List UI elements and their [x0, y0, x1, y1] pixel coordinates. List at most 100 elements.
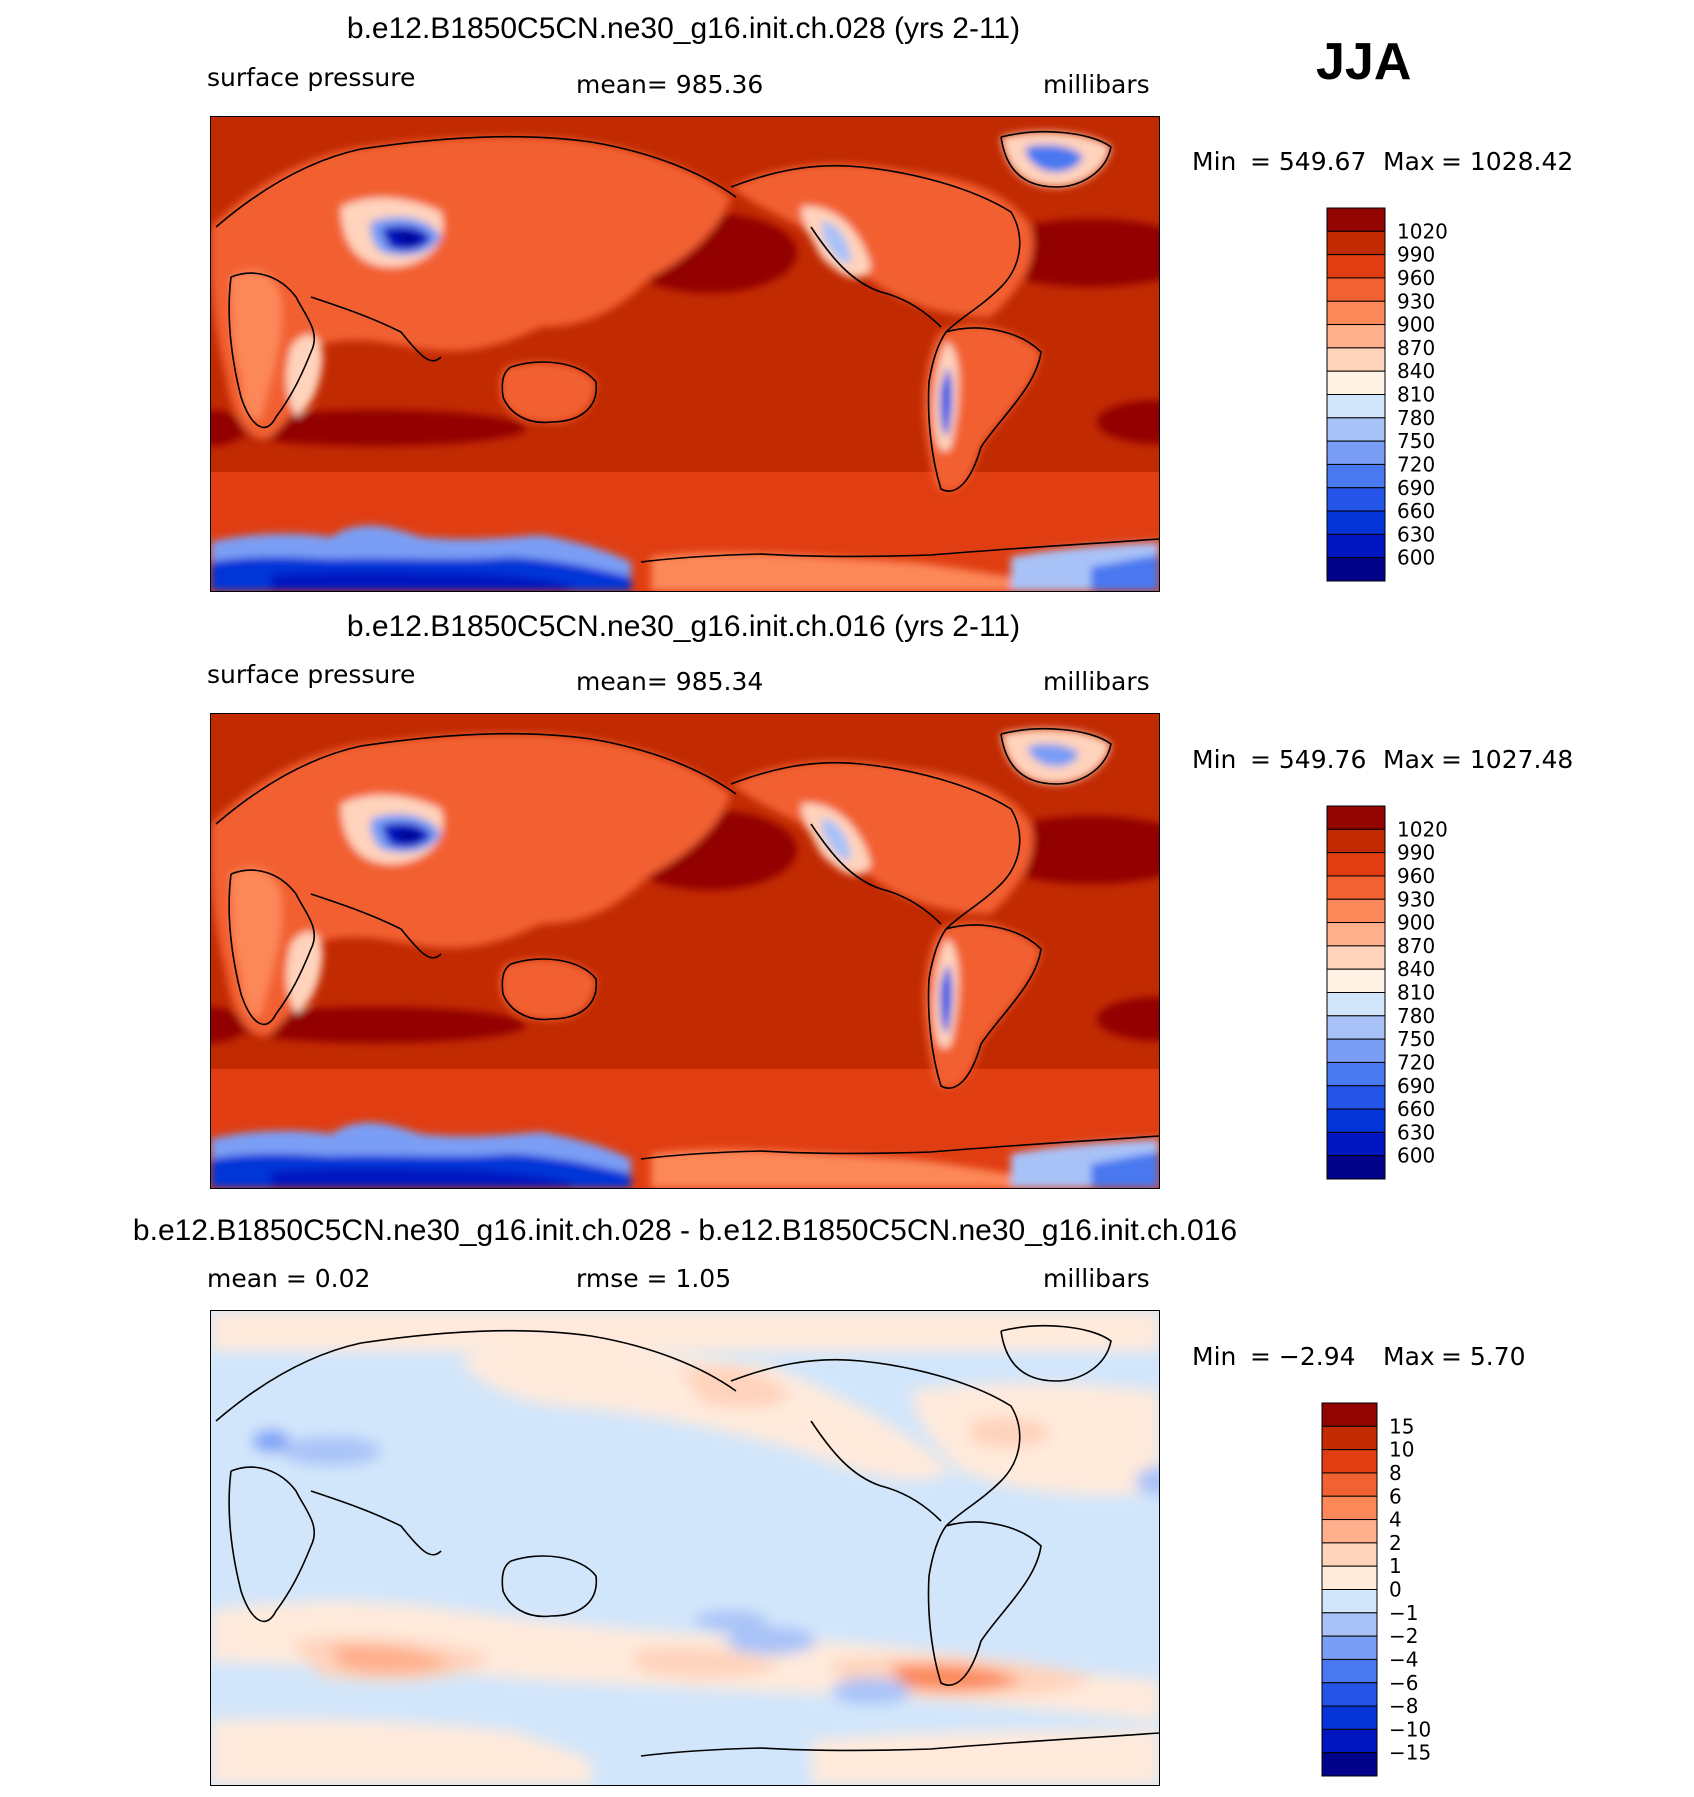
colorbar-swatch: [1321, 1495, 1378, 1521]
colorbar-swatch: [1326, 852, 1386, 877]
colorbar-swatch: [1326, 1061, 1386, 1087]
panel-1-coastlines: [215, 131, 1159, 563]
colorbar-tick-label: 780: [1397, 406, 1435, 430]
colorbar-tick-label: 930: [1397, 887, 1435, 911]
panel-1-title: b.e12.B1850C5CN.ne30_g16.init.ch.028 (yr…: [346, 12, 1021, 45]
colorbar-tick-label: 660: [1397, 1097, 1435, 1121]
panel-1-max-label: Max: [1383, 147, 1435, 176]
panel-1-variable-label: surface pressure: [207, 63, 416, 92]
panel-3-max-value: = 5.70: [1441, 1342, 1526, 1371]
colorbar-swatch: [1326, 1015, 1386, 1040]
colorbar-swatch: [1326, 324, 1386, 349]
colorbar-swatch: [1321, 1449, 1378, 1474]
colorbar-swatch: [1321, 1565, 1378, 1590]
colorbar-tick-label: 930: [1397, 289, 1435, 313]
colorbar-tick-label: 2: [1389, 1531, 1402, 1555]
colorbar-swatch: [1326, 417, 1386, 442]
colorbar-swatch: [1326, 347, 1386, 372]
colorbar-tick-label: −4: [1389, 1647, 1418, 1671]
panel-2-max-label: Max: [1383, 745, 1435, 774]
panel-3-coastlines: [215, 1325, 1159, 1757]
colorbar-swatch: [1326, 992, 1386, 1017]
colorbar-tick-label: 840: [1397, 957, 1435, 981]
colorbar-swatch: [1326, 510, 1386, 535]
colorbar-swatch: [1326, 875, 1386, 900]
colorbar-swatch: [1321, 1542, 1378, 1567]
panel-1-max-value: = 1028.42: [1441, 147, 1574, 176]
colorbar-tick-label: 960: [1397, 266, 1435, 290]
panel-2-max-value: = 1027.48: [1441, 745, 1574, 774]
colorbar-tick-label: 840: [1397, 359, 1435, 383]
colorbar-tick-label: 690: [1397, 476, 1435, 500]
colorbar-tick-label: 630: [1397, 522, 1435, 546]
colorbar-swatch: [1321, 1402, 1378, 1427]
colorbar-swatch: [1326, 1108, 1386, 1133]
colorbar-swatch: [1326, 828, 1386, 854]
colorbar-swatch: [1321, 1658, 1378, 1684]
colorbar-tick-label: 690: [1397, 1074, 1435, 1098]
panel-1-mean-label: mean= 985.36: [576, 70, 764, 99]
panel-2-coastlines: [215, 728, 1159, 1160]
panel-1-min-value: = 549.67: [1250, 147, 1367, 176]
colorbar-swatch: [1326, 968, 1386, 993]
colorbar-swatch: [1326, 557, 1386, 582]
colorbar-tick-label: −8: [1389, 1694, 1418, 1718]
colorbar-swatch: [1326, 207, 1386, 232]
panel-1-min-label: Min: [1192, 147, 1237, 176]
panel-3-units-label: millibars: [1043, 1264, 1150, 1293]
colorbar-tick-label: 8: [1389, 1461, 1402, 1485]
colorbar-tick-label: 720: [1397, 1050, 1435, 1074]
colorbar-swatch: [1326, 1155, 1386, 1180]
colorbar-tick-label: 750: [1397, 429, 1435, 453]
colorbar-tick-label: 990: [1397, 243, 1435, 267]
colorbar-swatch: [1326, 394, 1386, 419]
colorbar-tick-label: −15: [1389, 1741, 1431, 1765]
colorbar-swatch: [1321, 1682, 1378, 1707]
colorbar-tick-label: 1020: [1397, 219, 1448, 243]
colorbar-swatch: [1326, 370, 1386, 395]
panel-2-min-label: Min: [1192, 745, 1237, 774]
season-label: JJA: [1316, 33, 1412, 91]
colorbar-swatch: [1321, 1635, 1378, 1660]
colorbar-tick-label: 6: [1389, 1484, 1402, 1508]
colorbar-swatch: [1326, 1131, 1386, 1157]
colorbar-swatch: [1326, 945, 1386, 970]
colorbar-swatch: [1326, 533, 1386, 559]
colorbar-swatch: [1321, 1728, 1378, 1754]
colorbar-tick-label: 750: [1397, 1027, 1435, 1051]
colorbar-swatch: [1326, 898, 1386, 924]
colorbar-swatch: [1326, 1085, 1386, 1110]
panel-3-min-value: = −2.94: [1250, 1342, 1356, 1371]
colorbar-tick-label: 960: [1397, 864, 1435, 888]
panel-2-variable-label: surface pressure: [207, 660, 416, 689]
colorbar-swatch: [1321, 1589, 1378, 1614]
panel-3-min-label: Min: [1192, 1342, 1237, 1371]
colorbar-swatch: [1321, 1472, 1378, 1497]
panel-3-rmse-label: rmse = 1.05: [576, 1264, 732, 1293]
panel-2-map: [210, 713, 1160, 1189]
colorbar-tick-label: 810: [1397, 383, 1435, 407]
colorbar-swatch: [1326, 300, 1386, 326]
colorbar-swatch: [1321, 1612, 1378, 1637]
colorbar-tick-label: 600: [1397, 546, 1435, 570]
colorbar-swatch: [1321, 1705, 1378, 1730]
colorbar-swatch: [1326, 805, 1386, 830]
colorbar-tick-label: 630: [1397, 1120, 1435, 1144]
panel-3-max-label: Max: [1383, 1342, 1435, 1371]
panel-2-title: b.e12.B1850C5CN.ne30_g16.init.ch.016 (yr…: [346, 610, 1021, 643]
colorbar-tick-label: 870: [1397, 336, 1435, 360]
colorbar-tick-label: 720: [1397, 452, 1435, 476]
colorbar-swatch: [1326, 277, 1386, 302]
panel-2-units-label: millibars: [1043, 667, 1150, 696]
colorbar-swatch: [1326, 440, 1386, 465]
panel-1-units-label: millibars: [1043, 70, 1150, 99]
panel-2-mean-label: mean= 985.34: [576, 667, 764, 696]
colorbar-tick-label: −6: [1389, 1671, 1418, 1695]
panel-2-min-value: = 549.76: [1250, 745, 1367, 774]
colorbar-tick-label: 4: [1389, 1508, 1402, 1532]
panel-3-title: b.e12.B1850C5CN.ne30_g16.init.ch.028 - b…: [132, 1214, 1238, 1247]
colorbar-tick-label: 1: [1389, 1554, 1402, 1578]
colorbar-tick-label: −2: [1389, 1624, 1418, 1648]
colorbar-tick-label: 990: [1397, 841, 1435, 865]
colorbar-tick-label: 15: [1389, 1414, 1414, 1438]
